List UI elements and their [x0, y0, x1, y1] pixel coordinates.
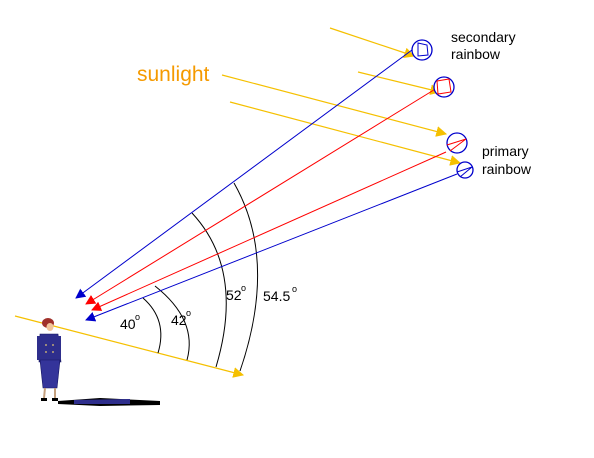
degree-mark-52: o	[241, 283, 246, 293]
observer-arm-right	[57, 336, 61, 360]
angle-arc-52	[191, 212, 227, 368]
angle-label-42: 42	[171, 312, 187, 328]
angle-arc-42	[154, 285, 190, 361]
raindrop-primary-blue	[456, 161, 474, 179]
observer-arm-left	[37, 336, 41, 360]
angle-arc-54.5	[233, 182, 259, 372]
observer-face	[46, 323, 54, 331]
observer-shadow	[58, 398, 160, 406]
primary-rainbow-label-line2: rainbow	[482, 161, 532, 177]
secondary-rainbow-label-line2: rainbow	[451, 46, 501, 62]
sunlight-ray	[229, 101, 462, 166]
blue-ray-primary	[85, 173, 458, 322]
degree-mark-40: o	[135, 312, 140, 322]
sunlight-label: sunlight	[137, 63, 210, 86]
red-ray-primary	[91, 151, 447, 311]
red-ray-secondary	[85, 87, 438, 305]
angle-label-54.5: 54.5	[263, 288, 290, 304]
angle-label-52: 52	[226, 287, 242, 303]
raindrop-secondary-blue	[411, 39, 433, 61]
angle-arc-40	[142, 297, 162, 354]
primary-rainbow-label-line1: primary	[482, 143, 529, 159]
raindrop-secondary-red	[433, 76, 455, 98]
observer-figure	[37, 318, 62, 401]
degree-mark-54.5: o	[292, 284, 297, 294]
angle-label-40: 40	[120, 316, 136, 332]
raindrop-primary-red	[446, 132, 468, 154]
sunlight-ray	[329, 27, 416, 59]
sunlight-ray	[221, 74, 448, 137]
degree-mark-42: o	[186, 308, 191, 318]
blue-ray-secondary	[75, 49, 413, 299]
secondary-rainbow-label-line1: secondary	[451, 29, 516, 45]
sunlight-ray	[357, 71, 442, 95]
observer-skirt	[39, 359, 61, 389]
